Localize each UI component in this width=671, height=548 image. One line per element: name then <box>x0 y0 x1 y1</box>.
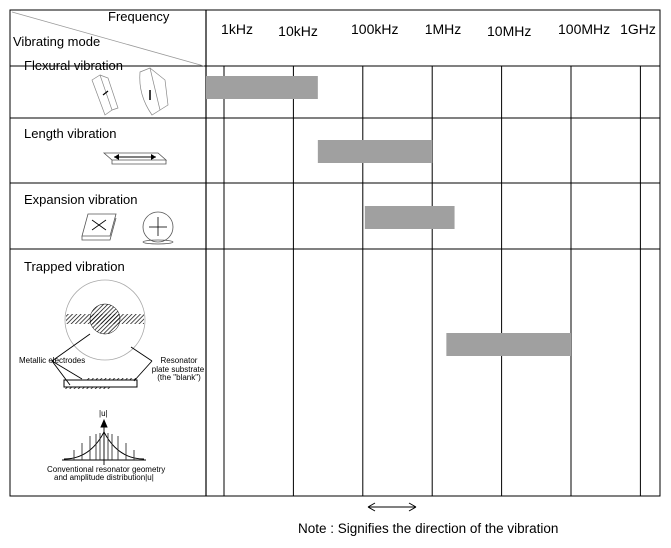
double-arrow-icon <box>367 502 417 512</box>
substrate-label-2: plate substrate <box>151 365 205 374</box>
frequency-header: Frequency <box>108 9 170 24</box>
caption-line-1: Conventional resonator geometry <box>47 465 166 474</box>
tick-label: 1kHz <box>221 21 253 37</box>
tick-label: 100kHz <box>351 21 399 37</box>
length-illustration <box>102 152 168 165</box>
substrate-label-3: (the "blank") <box>157 373 201 382</box>
tick-label: 1GHz <box>620 21 656 37</box>
tick-label: 1MHz <box>424 21 462 37</box>
vibrating-mode-header: Vibrating mode <box>13 34 101 49</box>
trapped-illustration <box>51 279 153 465</box>
electrodes-label: Metallic electrodes <box>19 356 86 365</box>
mode-label-length: Length vibration <box>24 126 117 141</box>
amplitude-axis-label: |u| <box>99 409 108 418</box>
mode-label-flexural: Flexural vibration <box>24 58 123 73</box>
tick-label: 10kHz <box>278 23 318 39</box>
range-bar-2 <box>364 206 455 229</box>
flexural-illustration <box>91 67 169 116</box>
mode-label-expansion: Expansion vibration <box>24 192 138 207</box>
expansion-illustration <box>81 211 174 245</box>
range-bar-3 <box>446 333 571 356</box>
note-text: Note : Signifies the direction of the vi… <box>298 521 559 536</box>
range-bar-0 <box>206 76 318 99</box>
substrate-label-1: Resonator <box>160 356 198 365</box>
mode-label-trapped: Trapped vibration <box>24 259 125 274</box>
range-bar-1 <box>317 140 433 163</box>
tick-label: 10MHz <box>487 23 532 39</box>
mode-illustrations <box>51 67 174 465</box>
tick-label: 100MHz <box>558 21 611 37</box>
caption-line-2: and amplitude distribution|u| <box>54 473 154 482</box>
